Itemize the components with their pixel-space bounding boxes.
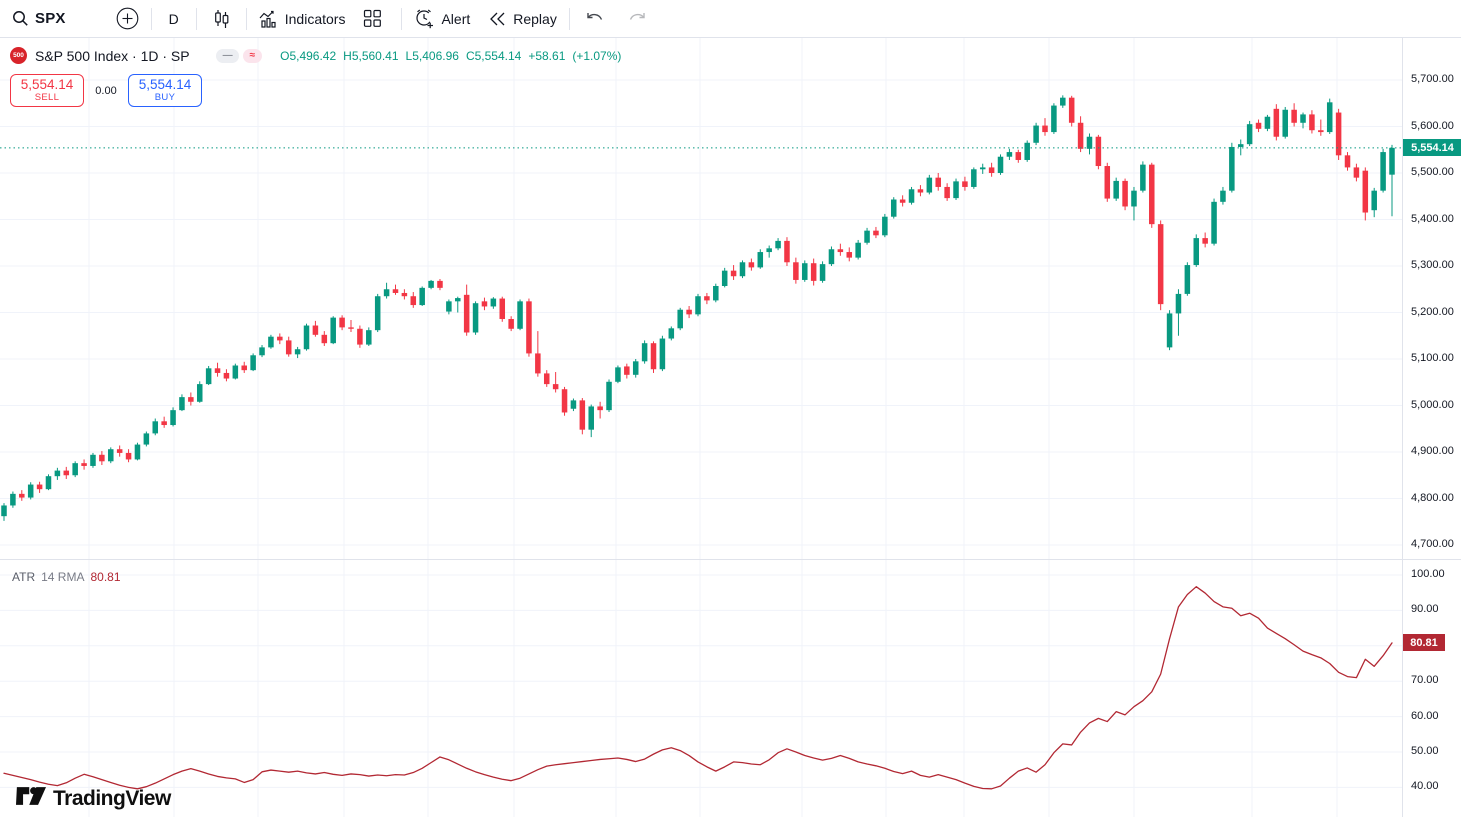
buy-label: BUY [154, 91, 176, 103]
atr-value-badge: 80.81 [1403, 634, 1445, 652]
indicators-button[interactable]: Indicators [250, 0, 355, 38]
atr-indicator-legend: ATR 14 RMA 80.81 [12, 570, 121, 584]
axis-tick-label: 4,800.00 [1411, 491, 1454, 504]
replay-label: Replay [513, 10, 557, 27]
ohlc-low: L5,406.96 [405, 48, 459, 63]
axis-tick-label: 70.00 [1411, 674, 1439, 687]
symbol-name: SPX [35, 10, 66, 27]
replay-button[interactable]: Replay [479, 0, 566, 38]
axis-tick-label: 4,700.00 [1411, 538, 1454, 550]
indicators-icon [259, 10, 279, 28]
sp500-logo-badge: 500 [10, 47, 27, 64]
chart-area: 500 S&P 500 Index · 1D · SP — ≈ O5,496.4… [0, 38, 1461, 817]
toolbar-divider [195, 7, 197, 30]
chart-canvas[interactable] [0, 38, 1461, 817]
tradingview-logo-text: TradingView [53, 786, 171, 810]
axis-tick-label: 5,700.00 [1411, 73, 1454, 85]
ohlc-values: O5,496.42 H5,560.41 L5,406.96 C5,554.14 … [280, 49, 621, 63]
sell-label: SELL [34, 91, 60, 103]
undo-arrow-icon [585, 11, 605, 26]
axis-tick-label: 60.00 [1411, 709, 1439, 722]
toolbar-divider [401, 7, 403, 30]
indicators-label: Indicators [284, 10, 346, 27]
tradingview-logo[interactable]: TradingView [16, 785, 171, 812]
axis-tick-label: 4,900.00 [1411, 445, 1454, 457]
toolbar-divider [150, 7, 152, 30]
interval-label: D [168, 10, 179, 27]
ohlc-open: O5,496.42 [280, 48, 337, 63]
sell-button[interactable]: 5,554.14 SELL [10, 74, 84, 107]
axis-tick-label: 5,500.00 [1411, 166, 1454, 178]
symbol-legend: 500 S&P 500 Index · 1D · SP — ≈ O5,496.4… [10, 47, 621, 64]
atr-title[interactable]: ATR [12, 570, 36, 584]
candlestick-chart-icon [213, 9, 230, 29]
ohlc-change: +58.61 [528, 48, 566, 63]
alert-label: Alert [441, 10, 471, 27]
interval-button[interactable]: D [155, 0, 193, 38]
symbol-search-button[interactable]: SPX [0, 0, 75, 38]
last-price-badge: 5,554.14 [1403, 139, 1461, 157]
axis-tick-label: 40.00 [1411, 780, 1439, 793]
layout-grid-button[interactable] [354, 0, 391, 38]
alert-button[interactable]: Alert [405, 0, 479, 38]
redo-arrow-icon [627, 11, 647, 26]
toolbar-divider [568, 7, 570, 30]
axis-tick-label: 90.00 [1411, 603, 1439, 616]
approximated-data-icon[interactable]: ≈ [242, 48, 263, 63]
chart-type-button[interactable] [200, 0, 243, 38]
atr-value: 80.81 [90, 570, 121, 584]
legend-title[interactable]: S&P 500 Index · 1D · SP [35, 47, 190, 64]
top-toolbar: SPX D Indicators [0, 0, 1461, 38]
alert-clock-icon [414, 8, 435, 29]
ohlc-high: H5,560.41 [343, 48, 399, 63]
axis-tick-label: 5,200.00 [1411, 305, 1454, 318]
search-icon [12, 10, 29, 27]
undo-button[interactable] [573, 0, 617, 38]
grid-layout-icon [363, 9, 382, 28]
ohlc-close: C5,554.14 [465, 48, 522, 63]
spread-value: 0.00 [95, 84, 117, 97]
compare-add-button[interactable] [107, 0, 148, 38]
pane-separator[interactable] [0, 559, 1461, 560]
axis-tick-label: 5,100.00 [1411, 352, 1454, 364]
sell-price: 5,554.14 [20, 76, 74, 92]
axis-tick-label: 100.00 [1411, 568, 1445, 580]
ohlc-change-pct: (+1.07%) [572, 48, 622, 63]
axis-tick-label: 5,400.00 [1411, 212, 1454, 225]
buy-button[interactable]: 5,554.14 BUY [128, 74, 202, 107]
redo-button[interactable] [617, 0, 657, 38]
market-status-icon[interactable]: — [215, 48, 239, 63]
axis-tick-label: 5,300.00 [1411, 259, 1454, 271]
axis-tick-label: 5,000.00 [1411, 398, 1454, 411]
plus-circle-icon [116, 7, 139, 30]
price-axis[interactable]: 5,554.14 80.81 5,700.00 5,600.00 5,500.00 5… [1402, 38, 1461, 817]
axis-tick-label: 5,600.00 [1411, 119, 1454, 132]
toolbar-divider [245, 7, 247, 30]
axis-tick-label: 50.00 [1411, 745, 1439, 757]
atr-params: 14 RMA [41, 570, 85, 584]
buy-price: 5,554.14 [138, 76, 192, 92]
tradingview-logo-mark-icon [16, 785, 46, 812]
trade-panel: 5,554.14 SELL 0.00 5,554.14 BUY [10, 74, 202, 107]
replay-rewind-icon [488, 11, 507, 27]
